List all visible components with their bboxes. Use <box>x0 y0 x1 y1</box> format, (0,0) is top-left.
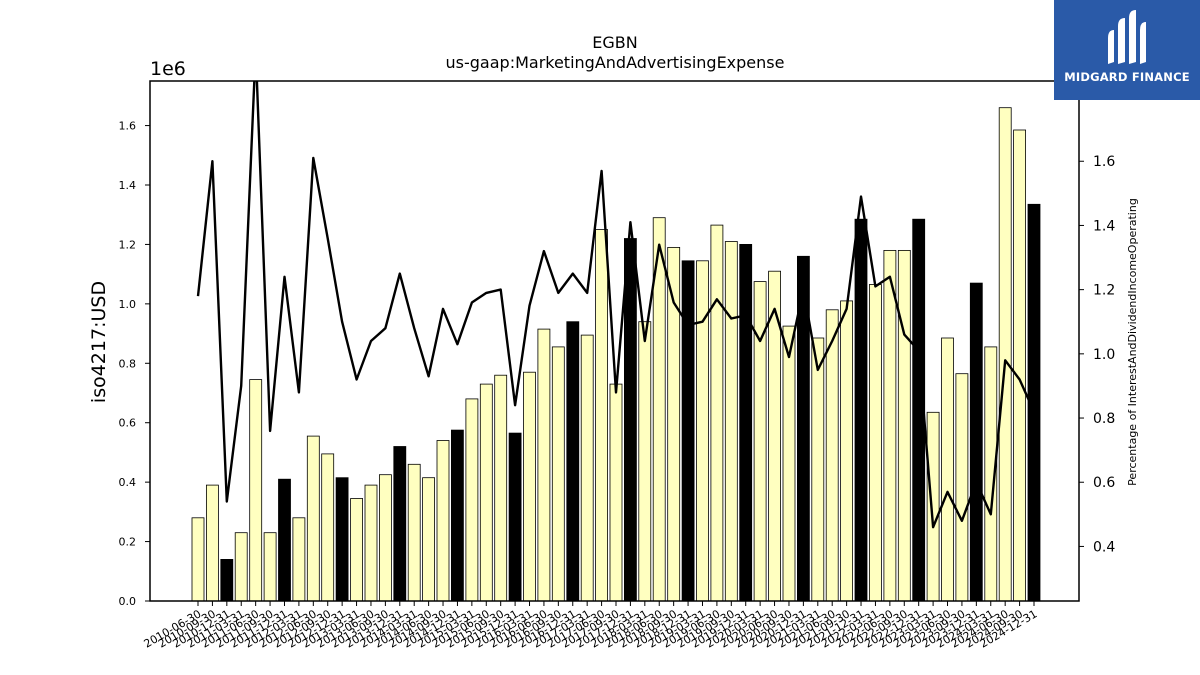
y2-tick-label: 0.4 <box>1093 539 1115 555</box>
bar-2017-09-30 <box>609 383 623 602</box>
company-logo: MIDGARD FINANCE <box>1054 0 1200 100</box>
bar-2022-09-30 <box>897 249 911 602</box>
y2-tick-label: 1.0 <box>1093 347 1115 363</box>
bar-2015-06-30 <box>479 383 493 602</box>
bar-2010-09-30 <box>205 484 219 602</box>
y-tick-label: 0.2 <box>119 536 137 549</box>
bar-2011-03-31 <box>234 532 248 602</box>
bar-2019-12-31 <box>739 243 753 602</box>
y2-tick-label: 1.4 <box>1093 218 1115 234</box>
y-offset-text: 1e6 <box>150 58 186 80</box>
bar-2013-12-31 <box>393 446 407 602</box>
y2-tick-label: 0.8 <box>1093 411 1115 427</box>
bar-2010-06-30 <box>191 517 205 602</box>
bar-2017-12-31 <box>624 238 637 602</box>
y-tick-label: 0.0 <box>119 595 137 608</box>
bar-2012-03-31 <box>292 517 306 602</box>
bar-2011-06-30 <box>249 379 263 602</box>
bar-2016-06-30 <box>537 328 551 602</box>
y2-tick-label: 1.6 <box>1093 154 1115 170</box>
bar-2016-09-30 <box>551 346 565 602</box>
bar-2021-03-31 <box>811 337 825 602</box>
bar-2012-09-30 <box>321 453 335 602</box>
y-tick-label: 1.6 <box>119 120 137 133</box>
plot-frame <box>149 80 1080 602</box>
bar-2013-03-31 <box>350 498 364 602</box>
bar-2011-12-31 <box>278 478 291 602</box>
bar-2020-09-30 <box>782 325 796 602</box>
bar-2017-06-30 <box>595 229 608 602</box>
bar-2018-12-31 <box>681 260 695 602</box>
chart-subtitle: us-gaap:MarketingAndAdvertisingExpense <box>446 53 785 72</box>
bar-2015-12-31 <box>508 432 522 602</box>
y-axis-label: iso4217:USD <box>88 281 110 403</box>
bar-2015-09-30 <box>494 374 508 602</box>
bar-2014-03-31 <box>407 463 421 602</box>
bar-2019-03-31 <box>696 260 709 602</box>
bar-2014-06-30 <box>422 477 436 602</box>
y-tick-label: 0.8 <box>119 357 137 370</box>
bar-2012-06-30 <box>306 435 320 602</box>
bar-2021-06-30 <box>825 309 839 602</box>
bar-2017-03-31 <box>580 334 594 602</box>
logo-text: MIDGARD FINANCE <box>1064 70 1190 84</box>
y-tick-label: 1.4 <box>119 179 137 192</box>
y-tick-label: 1.2 <box>119 238 137 251</box>
chart-title: EGBN <box>592 33 637 52</box>
bar-2024-09-30 <box>1013 129 1026 602</box>
y-tick-label: 0.4 <box>119 476 137 489</box>
bar-2023-03-31 <box>926 411 940 602</box>
midgard-logo-icon <box>1108 10 1146 64</box>
bar-2024-06-30 <box>998 107 1012 602</box>
y-tick-label: 1.0 <box>119 298 137 311</box>
bar-2013-06-30 <box>364 484 378 602</box>
bar-2016-03-31 <box>523 371 536 602</box>
bar-2010-12-31 <box>220 559 234 602</box>
bar-2023-09-30 <box>955 373 969 602</box>
bar-2022-06-30 <box>883 249 897 602</box>
bar-2022-03-31 <box>869 284 882 602</box>
bar-2015-03-31 <box>465 398 479 602</box>
y2-axis-label: Percentage of InterestAndDividendIncomeO… <box>1126 198 1139 486</box>
bar-2021-12-31 <box>854 218 868 602</box>
bar-2014-09-30 <box>436 440 450 602</box>
ratio-series-line <box>196 81 1036 529</box>
y2-tick-label: 1.2 <box>1093 283 1115 299</box>
bar-2011-09-30 <box>263 532 277 602</box>
y2-tick-label: 0.6 <box>1093 475 1115 491</box>
bar-2016-12-31 <box>566 321 580 602</box>
bar-2021-09-30 <box>840 300 853 602</box>
bar-2013-09-30 <box>378 474 392 602</box>
bar-2012-12-31 <box>335 477 349 602</box>
bar-2023-12-31 <box>969 282 983 602</box>
bar-2023-06-30 <box>941 337 954 602</box>
bar-2014-12-31 <box>450 429 464 602</box>
y-tick-label: 0.6 <box>119 417 137 430</box>
bar-2018-03-31 <box>638 321 652 602</box>
bar-2019-09-30 <box>724 241 738 602</box>
bar-2019-06-30 <box>710 224 724 602</box>
